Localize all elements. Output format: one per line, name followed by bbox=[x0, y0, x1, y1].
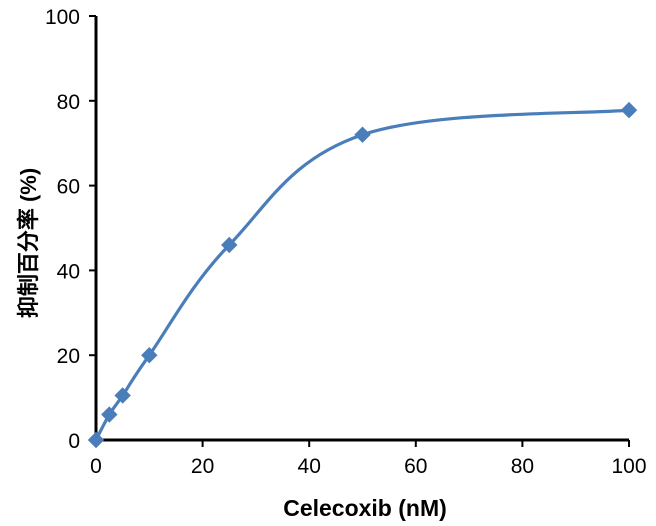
y-tick-label: 20 bbox=[57, 345, 80, 368]
y-tick-label: 60 bbox=[57, 176, 80, 199]
x-tick-label: 20 bbox=[191, 455, 214, 478]
data-point-marker bbox=[221, 236, 238, 254]
y-tick-label: 100 bbox=[45, 6, 80, 29]
x-tick-label: 60 bbox=[404, 455, 427, 478]
y-tick-label: 40 bbox=[57, 260, 80, 283]
x-axis-ticks: 0 20 40 60 80 100 bbox=[90, 440, 647, 478]
x-tick-label: 0 bbox=[90, 455, 102, 478]
x-tick-label: 40 bbox=[298, 455, 321, 478]
x-axis-label: Celecoxib (nM) bbox=[283, 495, 447, 521]
data-point-marker bbox=[87, 431, 105, 449]
y-tick-label: 80 bbox=[57, 91, 80, 114]
data-point-marker bbox=[354, 126, 371, 143]
data-point-marker bbox=[114, 387, 131, 404]
data-point-marker bbox=[620, 101, 638, 119]
series-group bbox=[87, 101, 638, 449]
data-point-marker bbox=[101, 406, 118, 423]
x-tick-label: 100 bbox=[611, 455, 646, 478]
y-axis-label: 抑制百分率 (%) bbox=[16, 168, 41, 318]
y-tick-label: 0 bbox=[68, 430, 80, 453]
axes bbox=[94, 16, 629, 442]
series-line bbox=[94, 108, 630, 441]
y-axis-ticks: 0 20 40 60 80 100 bbox=[45, 6, 96, 453]
x-tick-label: 80 bbox=[511, 455, 534, 478]
data-point-marker bbox=[141, 346, 158, 364]
